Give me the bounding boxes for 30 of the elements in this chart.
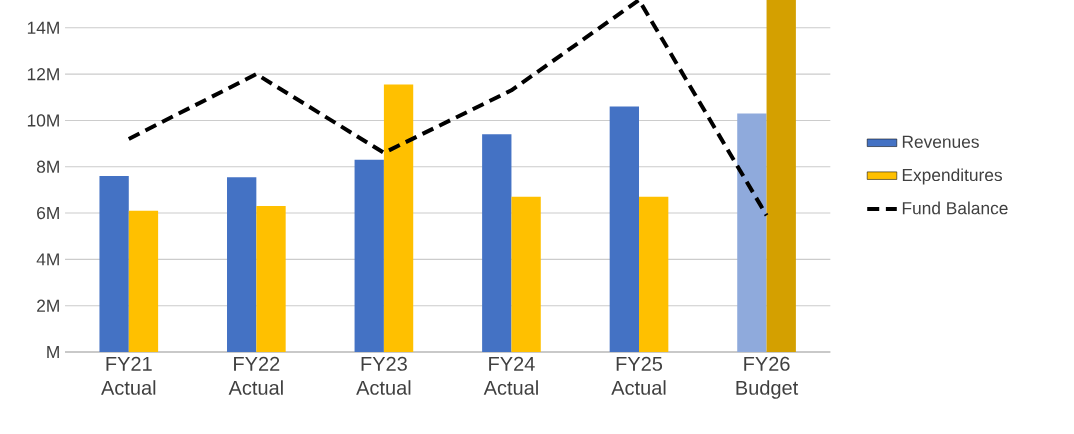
- x-tick-label: FY24 Actual: [483, 356, 538, 395]
- bar: [227, 177, 257, 352]
- x-tick-label: FY22 Actual: [228, 356, 283, 395]
- line-series: [126, 0, 769, 218]
- y-tick-label: 6M: [37, 206, 59, 220]
- bar: [482, 134, 512, 352]
- bar: [766, 0, 796, 352]
- legend-label: Revenues: [902, 135, 979, 148]
- bar: [99, 175, 129, 352]
- x-tick-label: FY25 Actual: [611, 356, 666, 395]
- bar: [383, 84, 414, 352]
- bar: [128, 210, 159, 352]
- bar: [609, 106, 640, 352]
- x-tick-label: FY23 Actual: [356, 356, 411, 395]
- x-tick-label: FY26 Budget: [736, 356, 799, 399]
- y-tick-label: 10M: [27, 114, 59, 127]
- legend-label: Expenditures: [902, 168, 1003, 185]
- y-tick-label: 14M: [27, 21, 59, 34]
- bar: [639, 196, 669, 352]
- y-tick-label: 4M: [36, 253, 59, 266]
- legend-label: Fund Balance: [902, 201, 1008, 215]
- bar: [511, 196, 541, 352]
- y-tick-label: 12M: [27, 68, 59, 81]
- bar: [256, 206, 286, 352]
- y-tick-label: 2M: [37, 299, 59, 312]
- x-tick-label: FY21 Actual: [101, 356, 156, 395]
- bar: [354, 159, 384, 352]
- y-tick-label: 8M: [36, 160, 59, 173]
- bar: [737, 113, 767, 352]
- y-tick-label: M: [47, 346, 59, 358]
